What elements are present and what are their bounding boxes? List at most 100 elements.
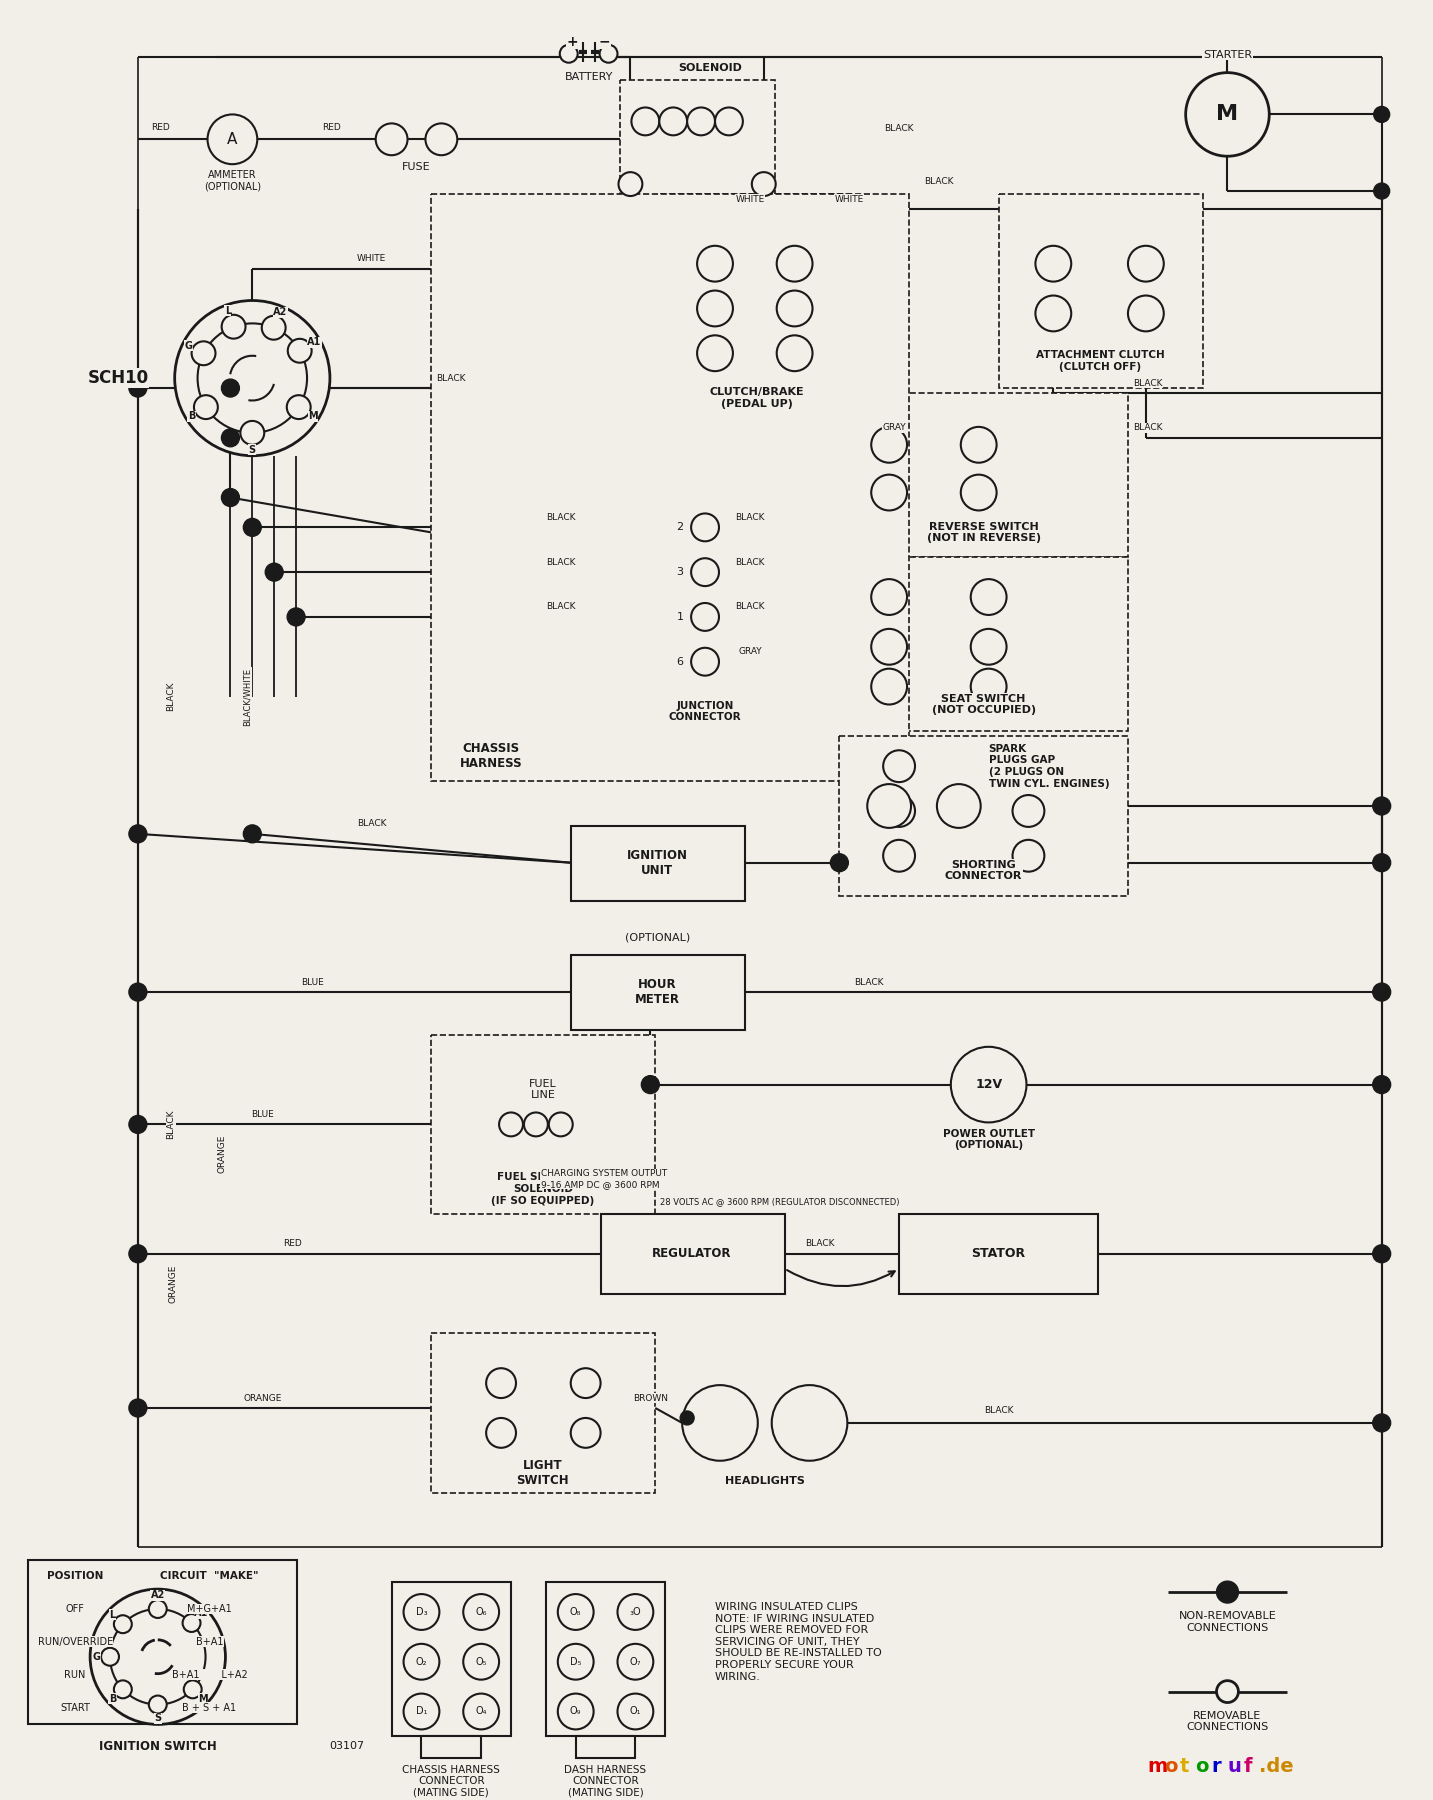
Bar [576,1737,635,1759]
Text: HEADLIGHTS: HEADLIGHTS [725,1476,805,1485]
Text: GRAY: GRAY [883,423,906,432]
Text: A: A [228,131,238,148]
Text: O₁: O₁ [629,1706,641,1717]
Bar [570,826,745,900]
Circle shape [222,428,239,446]
Text: STATOR: STATOR [972,1247,1026,1260]
Bar [570,956,745,1030]
Text: BLACK: BLACK [735,558,765,567]
Circle shape [1013,796,1045,826]
Text: 12V: 12V [974,1078,1002,1091]
Text: FUEL SHUT-OFF
SOLENOID
(IF SO EQUIPPED): FUEL SHUT-OFF SOLENOID (IF SO EQUIPPED) [492,1172,595,1206]
Text: L: L [109,1609,116,1620]
Bar [898,1213,1098,1294]
Bar [431,1334,655,1492]
Circle shape [149,1600,166,1618]
Circle shape [1373,797,1390,815]
Text: (OPTIONAL): (OPTIONAL) [625,932,689,943]
Circle shape [752,173,775,196]
Text: HOUR
METER: HOUR METER [635,977,679,1006]
Circle shape [241,421,264,445]
Text: IGNITION
UNIT: IGNITION UNIT [626,850,688,877]
Text: O₅: O₅ [476,1656,487,1667]
Text: BLACK: BLACK [166,1109,175,1139]
Bar [840,558,1128,731]
Bar [661,194,854,428]
Text: IGNITION SWITCH: IGNITION SWITCH [99,1741,216,1753]
Circle shape [952,1048,1026,1123]
Circle shape [129,824,146,842]
Text: LIGHT
SWITCH: LIGHT SWITCH [516,1458,569,1487]
Circle shape [222,488,239,506]
Circle shape [1373,1076,1390,1094]
Text: START: START [60,1703,90,1712]
Circle shape [691,603,719,630]
Circle shape [560,45,577,63]
Text: CLUTCH/BRAKE
(PEDAL UP): CLUTCH/BRAKE (PEDAL UP) [709,387,804,409]
Circle shape [557,1595,593,1631]
Text: BLACK: BLACK [884,124,914,133]
Text: O₇: O₇ [629,1656,641,1667]
Circle shape [691,558,719,587]
Text: BLACK: BLACK [854,977,884,986]
Text: A2: A2 [274,308,288,317]
Text: .de: .de [1260,1757,1294,1777]
Text: f: f [1244,1757,1252,1777]
Text: WHITE: WHITE [735,194,764,203]
Text: 3: 3 [676,567,684,578]
Circle shape [831,853,848,871]
Circle shape [970,628,1006,664]
Circle shape [883,751,916,783]
Text: SCH10: SCH10 [87,369,149,387]
Text: B: B [109,1694,116,1705]
Text: SHORTING
CONNECTOR: SHORTING CONNECTOR [944,860,1022,882]
Circle shape [970,580,1006,616]
Bar [29,1561,297,1724]
Text: RED: RED [282,1240,301,1249]
Text: WHITE: WHITE [357,254,387,263]
Text: NON-REMOVABLE
CONNECTIONS: NON-REMOVABLE CONNECTIONS [1178,1611,1277,1633]
Text: FUSE: FUSE [403,162,431,173]
Circle shape [1217,1681,1238,1703]
Circle shape [960,427,996,463]
Text: GRAY: GRAY [738,648,762,657]
Bar [546,1582,665,1737]
Text: BLACK: BLACK [166,682,175,711]
Text: BLUE: BLUE [251,1111,274,1120]
Bar [600,1213,785,1294]
Text: SOLENOID: SOLENOID [678,63,742,72]
Text: D₁: D₁ [416,1706,427,1717]
Text: ORANGE: ORANGE [218,1136,226,1174]
Text: 1: 1 [676,612,684,623]
Circle shape [1373,1246,1390,1264]
Text: t: t [1179,1757,1189,1777]
Circle shape [198,324,307,432]
Circle shape [871,475,907,511]
Text: POWER OUTLET
(OPTIONAL): POWER OUTLET (OPTIONAL) [943,1129,1035,1150]
Circle shape [696,247,732,281]
Circle shape [777,247,813,281]
Circle shape [129,983,146,1001]
Bar [661,497,749,691]
Circle shape [618,1643,653,1679]
Circle shape [426,124,457,155]
Circle shape [149,1696,166,1714]
Circle shape [557,1694,593,1730]
Text: ORANGE: ORANGE [168,1264,178,1303]
Text: BLACK: BLACK [546,603,576,612]
Text: D₃: D₃ [416,1607,427,1616]
Circle shape [960,475,996,511]
Text: M: M [198,1694,208,1705]
Circle shape [175,301,330,455]
Text: r: r [1211,1757,1221,1777]
Circle shape [404,1694,440,1730]
Circle shape [499,1112,523,1136]
Circle shape [1036,295,1072,331]
Circle shape [777,290,813,326]
Text: DASH HARNESS
CONNECTOR
(MATING SIDE): DASH HARNESS CONNECTOR (MATING SIDE) [565,1764,646,1798]
Text: POSITION: POSITION [47,1571,103,1580]
Circle shape [1185,72,1270,157]
Text: BLACK: BLACK [357,819,387,828]
Circle shape [244,824,261,842]
Text: AMMETER
(OPTIONAL): AMMETER (OPTIONAL) [203,171,261,193]
